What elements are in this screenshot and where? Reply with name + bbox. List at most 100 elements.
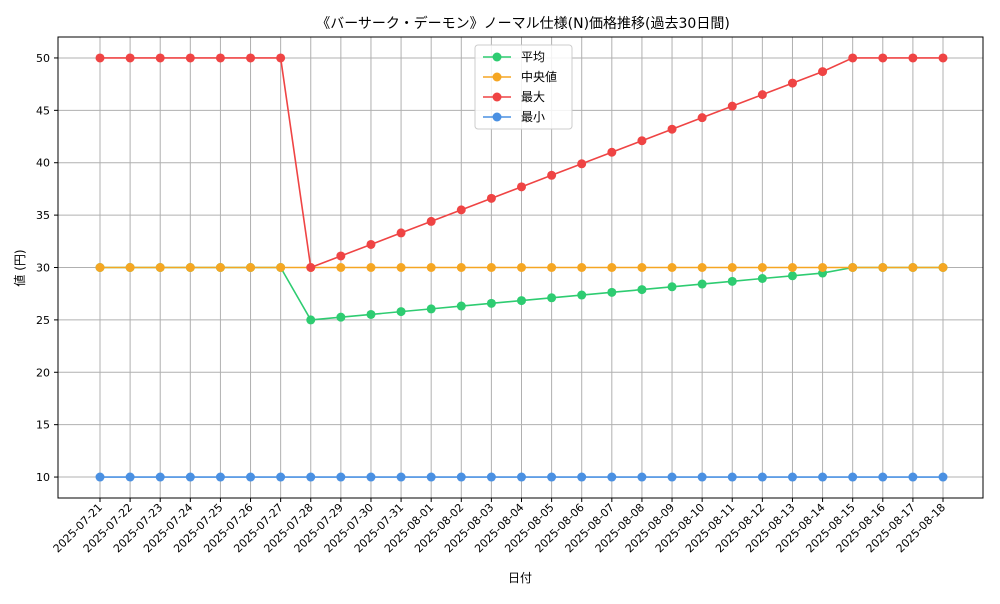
data-point: [818, 67, 828, 77]
data-point: [848, 263, 858, 272]
data-point: [938, 472, 948, 482]
data-point: [637, 136, 647, 146]
data-point: [215, 472, 225, 482]
data-point: [727, 276, 737, 286]
data-point: [366, 263, 376, 272]
data-point: [336, 251, 346, 261]
data-point: [486, 298, 496, 308]
y-tick-label: 40: [36, 157, 50, 170]
data-point: [697, 113, 707, 123]
data-point: [697, 472, 707, 482]
data-point: [667, 472, 677, 482]
data-point: [787, 271, 797, 281]
data-point: [607, 472, 617, 482]
data-point: [697, 279, 707, 289]
data-point: [125, 472, 135, 482]
legend-swatch-marker: [492, 92, 502, 102]
data-point: [336, 263, 346, 272]
data-point: [517, 296, 526, 306]
data-point: [125, 263, 135, 272]
data-point: [607, 287, 617, 297]
y-tick-label: 45: [36, 104, 50, 117]
data-point: [155, 53, 165, 63]
data-point: [426, 472, 436, 482]
data-point: [757, 274, 767, 284]
data-point: [276, 263, 286, 272]
data-point: [908, 472, 918, 482]
y-tick-label: 50: [36, 52, 50, 65]
data-point: [185, 263, 195, 272]
data-point: [697, 263, 707, 272]
data-point: [848, 472, 858, 482]
data-point: [787, 263, 797, 272]
data-point: [215, 263, 225, 272]
data-point: [878, 472, 888, 482]
data-point: [517, 182, 526, 192]
data-point: [878, 53, 888, 63]
data-point: [577, 263, 587, 272]
data-point: [426, 304, 436, 314]
data-point: [547, 472, 557, 482]
data-point: [246, 263, 256, 272]
y-axis-title: 値 (円): [12, 249, 27, 286]
data-point: [396, 263, 406, 272]
x-axis-title: 日付: [508, 571, 532, 585]
data-point: [95, 472, 105, 482]
data-point: [577, 472, 587, 482]
data-point: [215, 53, 225, 63]
legend-swatch-marker: [492, 72, 502, 82]
data-point: [426, 263, 436, 272]
data-point: [486, 472, 496, 482]
data-point: [667, 263, 677, 272]
data-point: [637, 285, 647, 295]
data-point: [818, 472, 828, 482]
legend-label: 平均: [521, 50, 545, 64]
data-point: [336, 472, 346, 482]
data-point: [908, 263, 918, 272]
data-point: [246, 53, 256, 63]
data-point: [155, 263, 165, 272]
y-tick-label: 25: [36, 314, 50, 327]
y-tick-label: 20: [36, 366, 50, 379]
data-point: [396, 228, 406, 238]
legend-swatch-marker: [492, 112, 502, 122]
data-point: [938, 263, 948, 272]
data-point: [637, 263, 647, 272]
legend-label: 最小: [521, 110, 545, 124]
data-point: [667, 282, 677, 292]
chart-title: 《バーサーク・デーモン》ノーマル仕様(N)価格推移(過去30日間): [316, 15, 730, 32]
data-point: [848, 53, 858, 63]
data-point: [908, 53, 918, 63]
data-point: [366, 472, 376, 482]
data-point: [938, 53, 948, 63]
data-point: [306, 263, 316, 272]
legend-box: [474, 44, 573, 130]
data-point: [577, 159, 587, 169]
data-point: [727, 472, 737, 482]
data-point: [246, 472, 256, 482]
data-point: [336, 312, 346, 322]
data-point: [727, 101, 737, 111]
data-point: [637, 472, 647, 482]
data-point: [787, 78, 797, 88]
y-tick-label: 15: [36, 419, 50, 432]
data-point: [486, 263, 496, 272]
data-point: [787, 472, 797, 482]
data-point: [396, 307, 406, 317]
data-point: [456, 205, 466, 215]
y-tick-label: 30: [36, 262, 50, 275]
data-point: [185, 472, 195, 482]
data-point: [95, 263, 105, 272]
data-point: [366, 309, 376, 319]
data-point: [306, 472, 316, 482]
data-point: [456, 263, 466, 272]
data-point: [517, 472, 526, 482]
data-point: [547, 293, 557, 303]
data-point: [456, 472, 466, 482]
data-point: [607, 147, 617, 157]
data-point: [396, 472, 406, 482]
legend-label: 最大: [521, 90, 545, 104]
data-point: [486, 193, 496, 203]
